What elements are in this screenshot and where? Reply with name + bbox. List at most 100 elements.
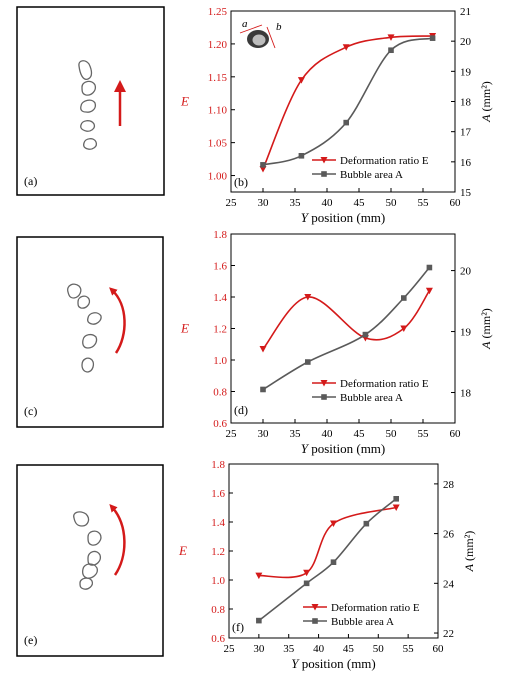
x-tick-label: 40: [322, 428, 334, 440]
x-axis-label: Y position (mm): [301, 210, 386, 225]
bubble-outlines-e: [73, 511, 102, 590]
panel-label-d: (d): [234, 403, 248, 417]
data-point-area: [343, 119, 349, 126]
y-right-axis-label-var: A: [479, 341, 493, 350]
inset-label-a: a: [242, 18, 248, 30]
data-point-deformation: [303, 569, 311, 577]
x-tick-label: 55: [403, 643, 415, 655]
x-tick-label: 35: [290, 428, 302, 440]
legend-marker: [321, 171, 327, 177]
chart-d: 25 30 35 40 45 50 55 60 Y position (mm) 0.6 0.8 1.0…: [180, 229, 493, 456]
x-tick-label: 50: [386, 428, 398, 440]
y-left-tick-label: 1.8: [213, 229, 227, 241]
data-point-deformation: [297, 77, 305, 84]
data-point-deformation: [392, 504, 400, 511]
legend-label: Deformation ratio E: [331, 602, 420, 614]
x-tick-label: 25: [226, 197, 238, 209]
x-tick-label: 40: [322, 197, 334, 209]
bubble-a-2: [81, 80, 97, 96]
x-axis-label-rest: position (mm): [308, 441, 385, 456]
y-right-tick-label: 26: [443, 529, 455, 541]
data-point-area: [388, 47, 394, 54]
inset-dim-line-a: [239, 24, 263, 34]
y-right-axis-label-var: A: [479, 114, 493, 123]
chart-f: 25 30 35 40 45 50 55 60 Y position (mm) 0.6 0.8 1.0…: [178, 459, 476, 671]
bubble-outlines-c: [67, 283, 102, 373]
bubble-a-5: [82, 138, 98, 150]
y-right-tick-label: 18: [460, 97, 472, 109]
bubble-a-3: [80, 99, 97, 113]
panel-label-f: (f): [232, 620, 244, 634]
panel-label-c: (c): [24, 404, 37, 418]
bubble-c-5: [81, 357, 95, 373]
y-right-axis-label: A (mm²): [479, 308, 493, 350]
x-tick-label: 55: [418, 197, 430, 209]
y-right-axis-label: A (mm²): [462, 531, 476, 573]
chart-b: 25 30 35 40 45 50 55 60 Y position (mm) 1.00 1.05 1…: [180, 6, 493, 225]
y-left-tick-label: 1.0: [211, 575, 225, 587]
x-tick-label: 60: [450, 197, 462, 209]
y-left-tick-label: 1.6: [211, 488, 225, 500]
x-axis-label-var: Y: [301, 210, 310, 225]
y-left-tick-label: 1.4: [211, 517, 225, 529]
data-point-area: [303, 580, 310, 587]
y-left-tick-label: 0.8: [213, 387, 227, 399]
series-line-deformation: [258, 506, 397, 579]
x-axis-label: Y position (mm): [301, 441, 386, 456]
y-left-tick-label: 0.6: [211, 633, 225, 645]
y-right-tick-label: 16: [460, 157, 472, 169]
x-axis-label-rest: position (mm): [298, 656, 375, 671]
legend-label: Deformation ratio E: [340, 155, 429, 167]
x-tick-label: 60: [450, 428, 462, 440]
x-tick-label: 35: [290, 197, 302, 209]
y-right-tick-label: 15: [460, 187, 472, 199]
data-point-area: [429, 35, 436, 41]
bubble-c-3: [86, 312, 102, 325]
panel-e-frame: [16, 464, 164, 657]
y-right-tick-label: 19: [460, 66, 472, 78]
x-axis-label-var: Y: [291, 656, 300, 671]
data-point-deformation: [259, 345, 267, 353]
x-tick-label: 55: [418, 428, 430, 440]
y-right-axis-label-rest: (mm²): [479, 308, 493, 341]
x-tick-label: 45: [354, 428, 366, 440]
data-point-area: [330, 559, 337, 565]
bubble-e-3: [87, 550, 102, 566]
motion-arrow-c: [109, 287, 126, 354]
y-left-tick-label: 1.8: [211, 459, 225, 471]
data-point-deformation: [330, 520, 337, 527]
data-point-deformation: [342, 44, 350, 51]
data-point-area: [305, 359, 311, 365]
y-right-tick-label: 20: [460, 266, 472, 278]
data-point-area: [260, 386, 266, 393]
inset-label-b: b: [276, 21, 282, 33]
legend-marker: [311, 604, 319, 611]
bubble-outlines-a: [78, 60, 98, 150]
y-left-tick-label: 1.2: [211, 546, 225, 558]
y-left-tick-label: 1.0: [213, 355, 227, 367]
left-panel-a: (a): [16, 6, 165, 196]
x-tick-label: 35: [283, 643, 295, 655]
panel-label-b: (b): [234, 175, 248, 189]
y-left-tick-label: 1.20: [208, 39, 228, 51]
legend-label: Bubble area A: [340, 392, 403, 404]
x-tick-label: 25: [224, 643, 236, 655]
legend-label: Bubble area A: [340, 169, 403, 181]
y-right-tick-label: 19: [460, 327, 472, 339]
data-point-deformation: [400, 325, 408, 332]
bubble-c-4: [82, 333, 98, 349]
bubble-c-1: [67, 283, 82, 299]
y-right-tick-label: 18: [460, 388, 472, 400]
x-tick-label: 45: [343, 643, 355, 655]
y-left-tick-label: 1.4: [213, 292, 227, 304]
y-right-tick-label: 24: [443, 578, 455, 590]
data-point-area: [363, 520, 370, 527]
legend-marker: [320, 380, 328, 387]
y-right-tick-label: 17: [460, 127, 472, 139]
y-left-tick-label: 1.10: [208, 105, 228, 117]
y-left-tick-label: 1.6: [213, 261, 227, 273]
y-left-tick-label: 0.8: [211, 604, 225, 616]
x-axis-label-var: Y: [301, 441, 310, 456]
y-right-axis-label: A (mm²): [479, 81, 493, 123]
